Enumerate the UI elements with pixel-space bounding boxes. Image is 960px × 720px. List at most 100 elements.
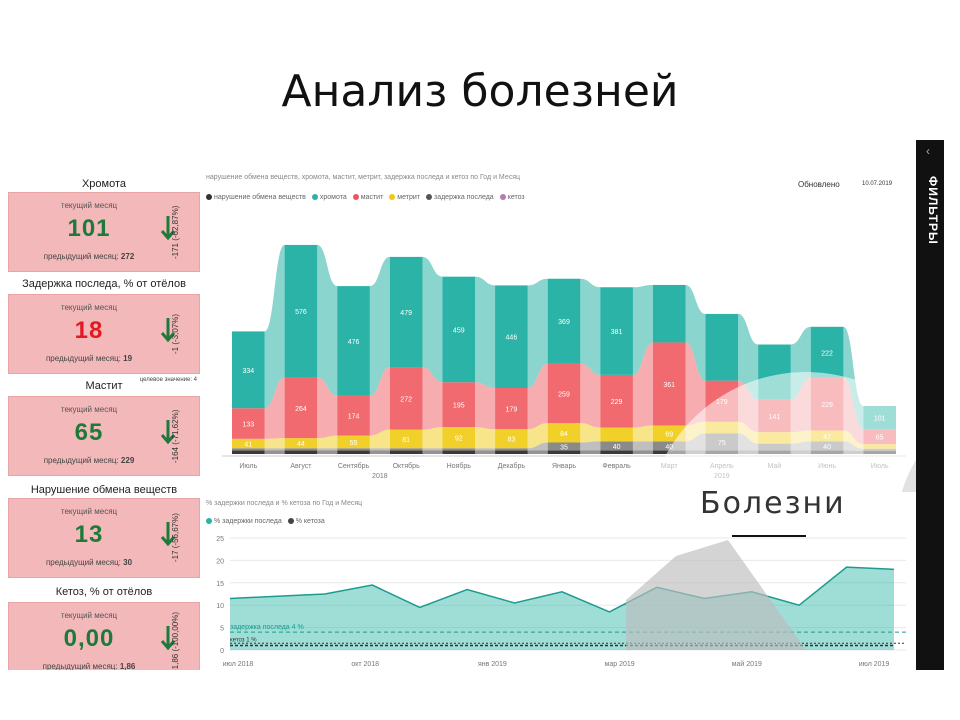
legend-item[interactable]: кетоз xyxy=(499,194,525,201)
ribbon xyxy=(369,448,390,451)
slide-title: Анализ болезней xyxy=(281,66,679,117)
chevron-left-icon[interactable]: ‹ xyxy=(926,144,930,158)
legend-item[interactable]: % задержки последа xyxy=(206,518,282,525)
data-label: 84 xyxy=(560,431,568,438)
legend-label: задержка последа xyxy=(433,194,494,201)
bar-segment xyxy=(337,450,370,454)
kpi-title: Нарушение обмена веществ xyxy=(30,484,178,496)
ribbon xyxy=(317,377,338,439)
legend-item[interactable]: хромота xyxy=(311,194,347,201)
data-label: 40 xyxy=(665,444,673,451)
x-tick-label: июл 2019 xyxy=(859,661,890,668)
legend-item[interactable]: задержка последа xyxy=(425,194,494,201)
data-label: 459 xyxy=(453,327,465,334)
bottom-chart-title: % задержки последа и % кетоза по Год и М… xyxy=(206,500,363,507)
legend-label: % кетоза xyxy=(295,518,325,525)
top-stacked-chart[interactable]: 3345764764794594463693812221011332641742… xyxy=(206,202,916,492)
data-label: 229 xyxy=(611,399,623,406)
ribbon xyxy=(475,450,496,454)
x-tick-label: окт 2018 xyxy=(351,661,379,668)
ribbon xyxy=(422,256,443,383)
legend-label: кетоз xyxy=(507,194,525,201)
arrow-down-icon xyxy=(160,522,176,547)
kpi-value: 101 xyxy=(67,215,111,242)
legend-item[interactable]: нарушение обмена веществ xyxy=(206,194,306,201)
kpi-card-obmen[interactable]: текущий месяц 13 предыдущий месяц: 30 -1… xyxy=(8,498,200,578)
ribbon xyxy=(369,367,390,436)
bar-segment xyxy=(337,435,370,449)
x-tick-label: Февраль xyxy=(602,463,631,470)
bar-segment xyxy=(442,427,476,449)
kpi-value: 13 xyxy=(74,521,104,548)
bar-segment xyxy=(652,441,686,451)
dashboard: Хромота текущий месяц 101 предыдущий мес… xyxy=(6,140,944,670)
ribbon xyxy=(422,450,443,454)
current-month-label: текущий месяц xyxy=(60,507,118,516)
ribbon xyxy=(527,278,548,388)
filters-pane[interactable]: ‹ ФИЛЬТРЫ xyxy=(916,140,944,670)
ribbon xyxy=(685,284,706,381)
data-label: 222 xyxy=(821,350,833,357)
bar-segment xyxy=(389,429,423,449)
legend-item[interactable]: мастит xyxy=(352,194,383,201)
y-tick-label: 0 xyxy=(220,648,224,655)
ribbon xyxy=(264,244,285,409)
delta-value: -164 (-71,62%) xyxy=(171,409,180,463)
bar-segment xyxy=(284,438,318,449)
legend-item[interactable]: метрит xyxy=(389,194,420,201)
kpi-card-khromota[interactable]: текущий месяц 101 предыдущий месяц: 272 … xyxy=(8,192,200,272)
x-tick-label: Сентябрь xyxy=(338,462,370,470)
bottom-line-chart[interactable]: 25 20 15 10 5 0 задержка последа 4 % кетоз 1 % и… xyxy=(206,530,916,670)
delta-value: -171 (-62,87%) xyxy=(171,205,180,259)
legend-dot-icon xyxy=(499,194,506,201)
arrow-down-icon xyxy=(160,318,176,343)
arrow-down-icon xyxy=(160,420,176,445)
ribbon xyxy=(369,429,390,449)
kpi-card-mastit[interactable]: текущий месяц 65 предыдущий месяц: 229 -… xyxy=(8,396,200,476)
y-tick-label: 5 xyxy=(220,626,224,633)
kpi-title: Задержка последа, % от отёлов xyxy=(22,278,186,290)
bar-segment xyxy=(495,450,528,454)
bar-segment xyxy=(337,286,370,396)
y-tick-label: 15 xyxy=(216,581,224,588)
legend-dot-icon xyxy=(425,194,432,201)
bar-segment xyxy=(495,429,528,449)
bar-segment xyxy=(284,448,318,451)
top-chart-legend: нарушение обмена веществ хромота мастит мет… xyxy=(206,194,525,201)
x-tick-label: Октябрь xyxy=(393,462,420,470)
updated-label: Обновлено xyxy=(798,180,840,189)
bar-segment xyxy=(705,313,739,381)
target-value: целевое значение: 4 xyxy=(139,377,197,383)
legend-item[interactable]: % кетоза xyxy=(287,518,325,525)
data-label: 55 xyxy=(350,440,358,447)
ribbon xyxy=(475,276,496,388)
ribbon xyxy=(475,427,496,449)
ribbon xyxy=(264,438,285,449)
ribbon xyxy=(580,363,601,428)
x-tick-label: июл 2018 xyxy=(223,661,254,668)
bottom-chart-legend: % задержки последа % кетоза xyxy=(206,518,325,525)
kpi-card-ketoz[interactable]: текущий месяц 0,00 предыдущий месяц: 1,8… xyxy=(8,602,200,670)
data-label: 361 xyxy=(663,382,675,389)
data-label: 44 xyxy=(297,441,305,448)
ribbon xyxy=(264,377,285,439)
kpi-value: 0,00 xyxy=(63,625,115,652)
bar-segment xyxy=(600,374,633,428)
legend-dot-icon xyxy=(206,194,212,201)
current-month-label: текущий месяц xyxy=(60,405,118,414)
bar-segment xyxy=(547,442,581,451)
overlay-caption: Болезни xyxy=(700,486,846,521)
ribbon xyxy=(264,448,285,451)
ribbon xyxy=(317,448,338,451)
y-tick-label: 25 xyxy=(216,536,224,543)
y-tick-label: 20 xyxy=(216,558,224,565)
legend-label: нарушение обмена веществ xyxy=(214,194,306,201)
delta-value: -17 (-56,67%) xyxy=(171,513,180,563)
x-tick-label: мар 2019 xyxy=(605,661,635,668)
bar-segment xyxy=(284,450,318,454)
kpi-card-zaderzhka[interactable]: текущий месяц 18 предыдущий месяц: 19 -1… xyxy=(8,294,200,383)
arrow-down-icon xyxy=(160,626,176,651)
x-tick-label: Июль xyxy=(239,463,257,470)
delta-value: -1 (-3,07%) xyxy=(171,314,180,355)
data-label: 334 xyxy=(242,368,254,375)
